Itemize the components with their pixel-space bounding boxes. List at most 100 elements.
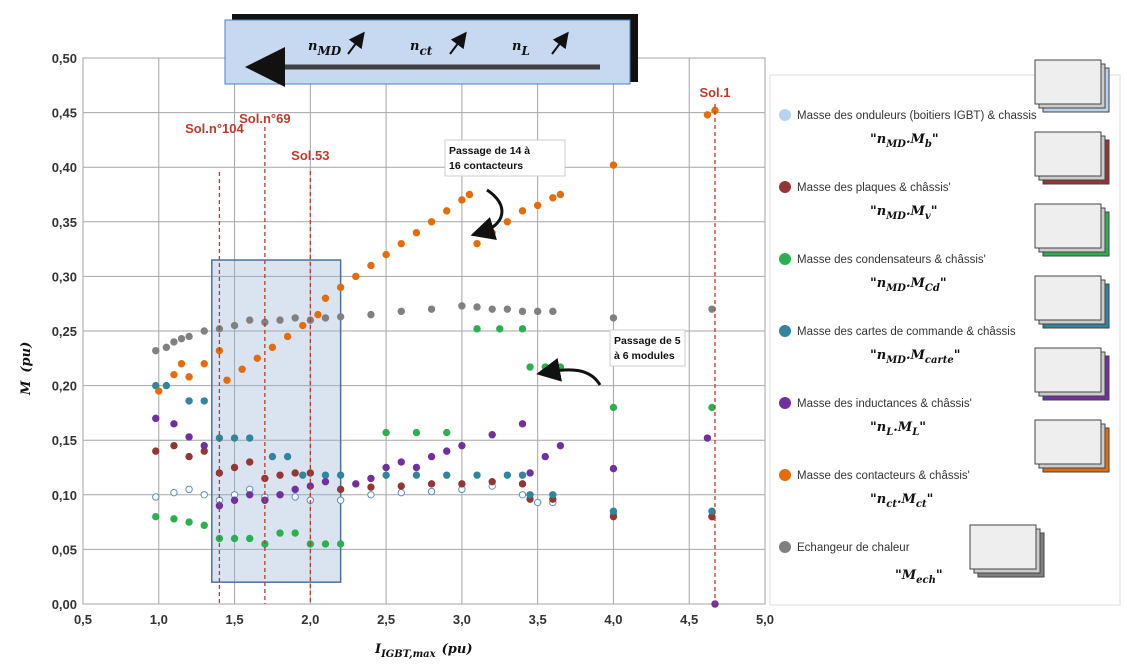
- data-point: [291, 529, 299, 537]
- banner-up-arrow: [347, 31, 365, 55]
- data-point: [412, 463, 421, 472]
- solution-label: Sol.53: [291, 148, 329, 163]
- y-tick-label: 0,35: [52, 215, 77, 230]
- legend-label: Masse des plaques & châssis': [797, 182, 951, 194]
- data-point: [352, 272, 360, 281]
- data-point: [382, 428, 390, 437]
- x-tick-label: 5,0: [756, 612, 774, 627]
- data-point: [458, 441, 466, 450]
- data-point: [397, 307, 405, 316]
- data-point: [200, 327, 208, 335]
- data-point: [367, 261, 375, 270]
- data-point: [427, 305, 436, 313]
- data-point: [473, 303, 481, 311]
- data-point: [541, 363, 549, 371]
- data-point: [170, 515, 178, 523]
- data-point: [458, 196, 466, 204]
- data-point: [708, 403, 716, 412]
- data-point: [458, 302, 466, 310]
- formula-part: L: [885, 427, 893, 438]
- banner-var: n: [308, 39, 317, 54]
- formula-part: .M: [893, 420, 913, 435]
- data-point: [170, 338, 178, 346]
- data-point: [549, 194, 557, 202]
- y-tick-label: 0,45: [52, 106, 77, 121]
- y-axis-label-part: (pu): [19, 342, 34, 373]
- data-point: [238, 365, 246, 373]
- data-point: [230, 534, 239, 543]
- data-point: [703, 434, 712, 442]
- y-tick-label: 0,30: [52, 269, 77, 284]
- data-point: [246, 434, 254, 442]
- data-point: [397, 488, 405, 497]
- x-tick-label: 4,5: [680, 612, 698, 627]
- data-point: [253, 354, 261, 362]
- data-point: [473, 239, 481, 248]
- formula-part: "n: [870, 276, 886, 291]
- data-point: [458, 480, 466, 488]
- data-point: [352, 480, 360, 488]
- formula-part: ": [940, 276, 947, 291]
- formula-part: ct: [916, 499, 927, 510]
- formula-part: .M: [906, 132, 926, 147]
- data-point: [185, 433, 193, 441]
- x-tick-label: 1,0: [150, 612, 168, 627]
- data-point: [230, 434, 239, 442]
- data-point: [152, 512, 160, 521]
- banner-up-arrow: [551, 31, 569, 55]
- legend-label: Masse des onduleurs (boitiers IGBT) & ch…: [797, 110, 1037, 122]
- data-point: [291, 314, 299, 322]
- formula-part: carte: [925, 355, 954, 366]
- x-tick-label: 3,5: [529, 612, 547, 627]
- y-tick-label: 0,40: [52, 160, 77, 175]
- x-tick-label: 1,5: [226, 612, 244, 627]
- formula-part: ech: [916, 575, 936, 586]
- note-text: Passage de 14 à: [449, 145, 530, 157]
- data-point: [503, 305, 512, 313]
- data-point: [291, 493, 299, 501]
- data-point: [246, 491, 254, 499]
- banner-sub: MD: [316, 44, 341, 58]
- note-box: [609, 329, 686, 367]
- data-point: [200, 441, 208, 450]
- solution-label: Sol.n°104: [185, 121, 244, 136]
- legend-icon: [1034, 59, 1102, 105]
- y-axis-label: M (pu): [19, 342, 34, 396]
- note-text: Passage de 5: [614, 335, 681, 347]
- data-point: [223, 376, 231, 384]
- data-point: [200, 360, 208, 368]
- legend-icon: [1034, 203, 1102, 249]
- data-point: [526, 363, 534, 371]
- data-point: [170, 370, 178, 379]
- banner-sub: L: [520, 44, 529, 58]
- data-point: [533, 307, 542, 316]
- legend-icon: [969, 524, 1037, 570]
- banner-sub: ct: [419, 44, 432, 58]
- y-tick-label: 0,20: [52, 379, 77, 394]
- data-point: [518, 471, 527, 479]
- data-point: [556, 441, 565, 450]
- formula-part: .M: [906, 204, 926, 219]
- data-point: [609, 161, 618, 169]
- formula-part: v: [925, 211, 931, 222]
- highlight-layer: [211, 259, 342, 583]
- data-point: [708, 305, 716, 313]
- legend-formula: "nMD.Mb": [870, 132, 939, 150]
- data-point: [230, 463, 239, 472]
- legend-label: Masse des inductances & châssis': [797, 398, 972, 410]
- data-point: [473, 471, 481, 479]
- data-point: [397, 239, 405, 248]
- data-point: [268, 343, 277, 352]
- data-point: [397, 458, 405, 466]
- data-point: [443, 207, 451, 215]
- data-point: [609, 314, 618, 322]
- data-point: [321, 314, 330, 322]
- data-point: [465, 190, 474, 199]
- data-point: [200, 491, 208, 499]
- data-point: [703, 111, 712, 119]
- data-point: [609, 507, 618, 515]
- legend-icon: [1034, 131, 1102, 177]
- data-point: [162, 343, 171, 352]
- data-point: [283, 332, 292, 341]
- formula-part: ct: [886, 499, 897, 510]
